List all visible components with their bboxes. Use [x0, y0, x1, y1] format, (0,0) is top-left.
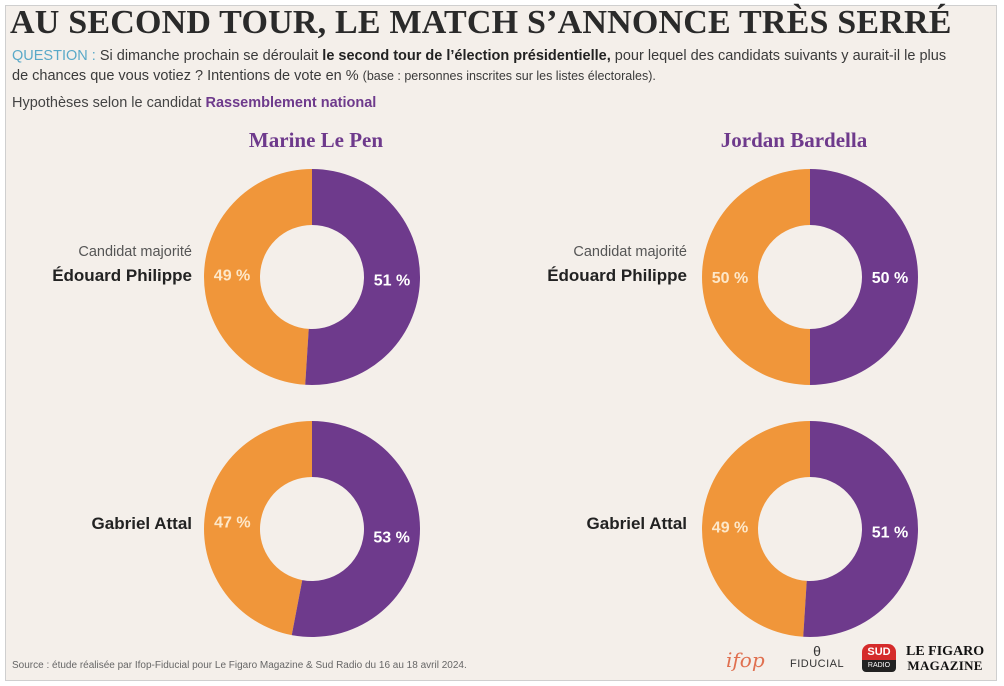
- donut-slice: [701, 421, 810, 637]
- sud-radio-logo: SUD RADIO: [862, 644, 896, 674]
- donut-slice: [803, 421, 918, 637]
- fiducial-logo: θ FIDUCIAL: [790, 644, 844, 670]
- row-sub-philippe-right: Candidat majorité: [573, 244, 687, 260]
- donut-slice-label: 49 %: [712, 519, 748, 536]
- donut-slice-label: 50 %: [872, 270, 908, 287]
- donut-slice-label: 51 %: [872, 525, 908, 542]
- question-text-before: Si dimanche prochain se déroulait: [99, 48, 319, 64]
- page-title: AU SECOND TOUR, LE MATCH S’ANNONCE TRÈS …: [10, 4, 952, 41]
- donut-slice: [810, 169, 918, 385]
- sud-radio-logo-bottom: RADIO: [862, 660, 896, 672]
- question-text: QUESTION : Si dimanche prochain se dérou…: [12, 46, 952, 86]
- donut-slice: [291, 421, 420, 637]
- figaro-magazine-logo: LE FIGARO MAGAZINE: [906, 644, 984, 673]
- donut-slice-label: 53 %: [373, 530, 409, 547]
- column-title-bardella: Jordan Bardella: [720, 128, 868, 152]
- fiducial-mark-icon: θ: [813, 643, 821, 659]
- question-base: (base : personnes inscrites sur les list…: [362, 69, 656, 83]
- question-label: QUESTION :: [12, 48, 96, 64]
- sud-radio-logo-top: SUD: [862, 644, 896, 660]
- fiducial-logo-text: FIDUCIAL: [790, 658, 845, 670]
- ifop-logo: ifop: [726, 648, 765, 672]
- donut-slice: [305, 169, 420, 385]
- row-sub-philippe-left: Candidat majorité: [78, 244, 192, 260]
- hypothesis-prefix: Hypothèses selon le candidat: [12, 95, 202, 111]
- donut-chart: 49 % 51 %: [701, 421, 918, 637]
- donut-slice-label: 49 %: [214, 267, 250, 284]
- donut-slice: [203, 421, 312, 636]
- hypothesis-line: Hypothèses selon le candidat Rassembleme…: [12, 95, 376, 111]
- donut-chart: 47 % 53 %: [203, 421, 420, 637]
- donut-chart: 50 % 50 %: [702, 169, 918, 385]
- donut-slice-label: 51 %: [374, 273, 410, 290]
- donut-slice: [203, 169, 312, 385]
- question-bold: le second tour de l’élection présidentie…: [322, 48, 611, 64]
- question-text-after: pour lequel des candidats suivants y aur…: [12, 48, 947, 84]
- column-title-le-pen: Marine Le Pen: [248, 128, 384, 152]
- figaro-logo-line2: MAGAZINE: [907, 658, 983, 673]
- source-note: Source : étude réalisée par Ifop-Fiducia…: [12, 660, 467, 671]
- row-name-philippe-right: Édouard Philippe: [547, 266, 687, 285]
- hypothesis-party: Rassemblement national: [205, 95, 377, 111]
- donut-slice-label: 50 %: [712, 270, 748, 287]
- row-name-attal-left: Gabriel Attal: [91, 514, 192, 533]
- row-name-philippe-left: Édouard Philippe: [52, 266, 192, 285]
- row-name-attal-right: Gabriel Attal: [586, 514, 687, 533]
- figaro-logo-line1: LE FIGARO: [906, 644, 985, 659]
- donut-slice-label: 47 %: [214, 514, 250, 531]
- donut-chart: 49 % 51 %: [203, 169, 420, 385]
- donut-slice: [702, 169, 810, 385]
